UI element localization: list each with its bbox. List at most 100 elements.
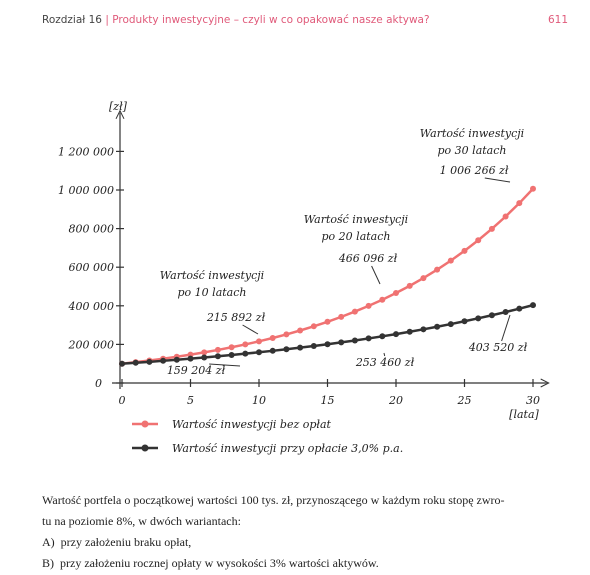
y-tick-label: 200 000 bbox=[68, 338, 115, 351]
running-header: Rozdział 16 | Produkty inwestycyjne – cz… bbox=[42, 14, 430, 26]
data-point bbox=[132, 359, 139, 366]
caption-item: B) przy założeniu rocznej opłaty w wysok… bbox=[42, 553, 562, 574]
item-marker: A) bbox=[42, 535, 55, 549]
label-arrow bbox=[371, 265, 381, 285]
data-point bbox=[310, 342, 317, 349]
annotation: po 10 latach bbox=[178, 286, 247, 299]
data-point bbox=[488, 225, 495, 232]
data-point bbox=[447, 257, 454, 264]
separator: | bbox=[105, 14, 109, 26]
y-tick-label: 600 000 bbox=[69, 261, 115, 274]
y-tick-label: 1 200 000 bbox=[58, 145, 114, 158]
chart: [zł] [lata] 0 200 000 400 000 600 000 800 00… bbox=[58, 100, 550, 455]
caption: Wartość portfela o początkowej wartości … bbox=[42, 490, 562, 574]
item-text: przy założeniu braku opłat, bbox=[60, 535, 192, 549]
x-tick-label: 30 bbox=[526, 394, 540, 407]
data-point bbox=[516, 200, 523, 207]
value-label: 466 096 zł bbox=[338, 252, 398, 265]
data-point bbox=[146, 358, 153, 365]
data-point bbox=[434, 266, 441, 273]
data-point bbox=[324, 318, 331, 325]
data-point bbox=[160, 357, 167, 364]
data-point bbox=[351, 337, 358, 344]
annotation: po 30 latach bbox=[438, 144, 507, 157]
label-arrow bbox=[501, 314, 511, 342]
annotation: Wartość inwestycji bbox=[304, 213, 408, 226]
data-point bbox=[173, 356, 180, 363]
y-tick-label: 1 000 000 bbox=[58, 184, 114, 197]
data-point bbox=[338, 313, 345, 320]
data-point bbox=[530, 185, 536, 192]
data-point bbox=[297, 344, 304, 351]
data-point bbox=[475, 237, 482, 244]
y-axis-label: [zł] bbox=[109, 100, 128, 113]
data-point bbox=[201, 349, 208, 356]
data-point bbox=[310, 323, 317, 330]
data-point bbox=[365, 335, 372, 342]
data-point bbox=[379, 296, 386, 303]
y-axis-arrow bbox=[115, 109, 125, 120]
data-point bbox=[530, 302, 536, 309]
data-point bbox=[351, 308, 358, 315]
data-point bbox=[502, 309, 509, 316]
data-point bbox=[187, 355, 194, 362]
label-arrow bbox=[484, 177, 511, 183]
data-point bbox=[214, 346, 221, 353]
x-tick-label: 20 bbox=[388, 394, 403, 407]
data-point bbox=[461, 247, 468, 254]
data-point bbox=[269, 334, 276, 341]
data-point bbox=[406, 328, 413, 335]
data-point bbox=[461, 318, 468, 325]
data-point bbox=[434, 323, 441, 330]
value-label: 403 520 zł bbox=[468, 341, 528, 354]
chapter-topic: Produkty inwestycyjne – czyli w co opako… bbox=[112, 14, 430, 26]
legend-marker bbox=[141, 444, 149, 452]
data-point bbox=[242, 350, 249, 357]
y-tick-label: 400 000 bbox=[68, 300, 115, 313]
x-tick-label: 15 bbox=[321, 394, 335, 407]
data-point bbox=[475, 315, 482, 322]
chapter: Rozdział 16 bbox=[42, 14, 102, 26]
data-point bbox=[256, 338, 262, 345]
caption-line: Wartość portfela o początkowej wartości … bbox=[42, 493, 505, 507]
label-arrow bbox=[209, 363, 241, 367]
data-point bbox=[420, 326, 427, 333]
x-tick-label: 0 bbox=[119, 394, 126, 407]
data-point bbox=[379, 333, 386, 340]
caption-line: tu na poziomie 8%, w dwóch wariantach: bbox=[42, 514, 241, 528]
data-point bbox=[269, 347, 276, 354]
legend-label: Wartość inwestycji bez opłat bbox=[172, 418, 332, 431]
data-point bbox=[488, 312, 495, 319]
annotation: Wartość inwestycji bbox=[160, 269, 264, 282]
value-label: 159 204 zł bbox=[167, 364, 226, 377]
item-marker: B) bbox=[42, 556, 54, 570]
data-point bbox=[228, 344, 235, 351]
data-point bbox=[502, 213, 509, 220]
data-point bbox=[242, 341, 249, 348]
legend-marker bbox=[141, 420, 149, 428]
data-point bbox=[201, 354, 208, 361]
data-point bbox=[214, 353, 221, 360]
x-axis-label: [lata] bbox=[509, 408, 539, 421]
label-arrow bbox=[383, 352, 386, 357]
y-tick-label: 800 000 bbox=[69, 223, 115, 236]
annotation: po 20 latach bbox=[322, 230, 391, 243]
annotation: Wartość inwestycji bbox=[420, 127, 524, 140]
data-point bbox=[447, 321, 454, 328]
label-arrow bbox=[242, 324, 259, 335]
data-point bbox=[420, 275, 427, 282]
item-text: przy założeniu rocznej opłaty w wysokośc… bbox=[60, 556, 379, 570]
data-point bbox=[324, 341, 331, 348]
data-point bbox=[393, 331, 399, 338]
value-label: 215 892 zł bbox=[206, 311, 266, 324]
y-tick-label: 0 bbox=[95, 377, 102, 390]
x-axis-arrow bbox=[540, 378, 550, 388]
x-tick-label: 5 bbox=[187, 394, 194, 407]
data-point bbox=[516, 305, 523, 312]
data-point bbox=[338, 339, 345, 346]
data-point bbox=[256, 349, 262, 356]
page-number: 611 bbox=[547, 14, 568, 26]
value-label: 1 006 266 zł bbox=[440, 164, 509, 177]
data-point bbox=[365, 302, 372, 309]
